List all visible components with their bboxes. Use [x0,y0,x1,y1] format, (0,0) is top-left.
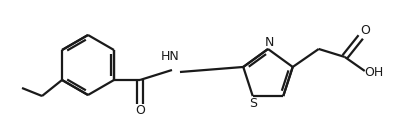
Text: OH: OH [363,66,382,79]
Text: N: N [263,36,273,49]
Text: O: O [135,105,145,118]
Text: O: O [359,25,369,37]
Text: HN: HN [160,50,179,63]
Text: S: S [248,97,256,110]
